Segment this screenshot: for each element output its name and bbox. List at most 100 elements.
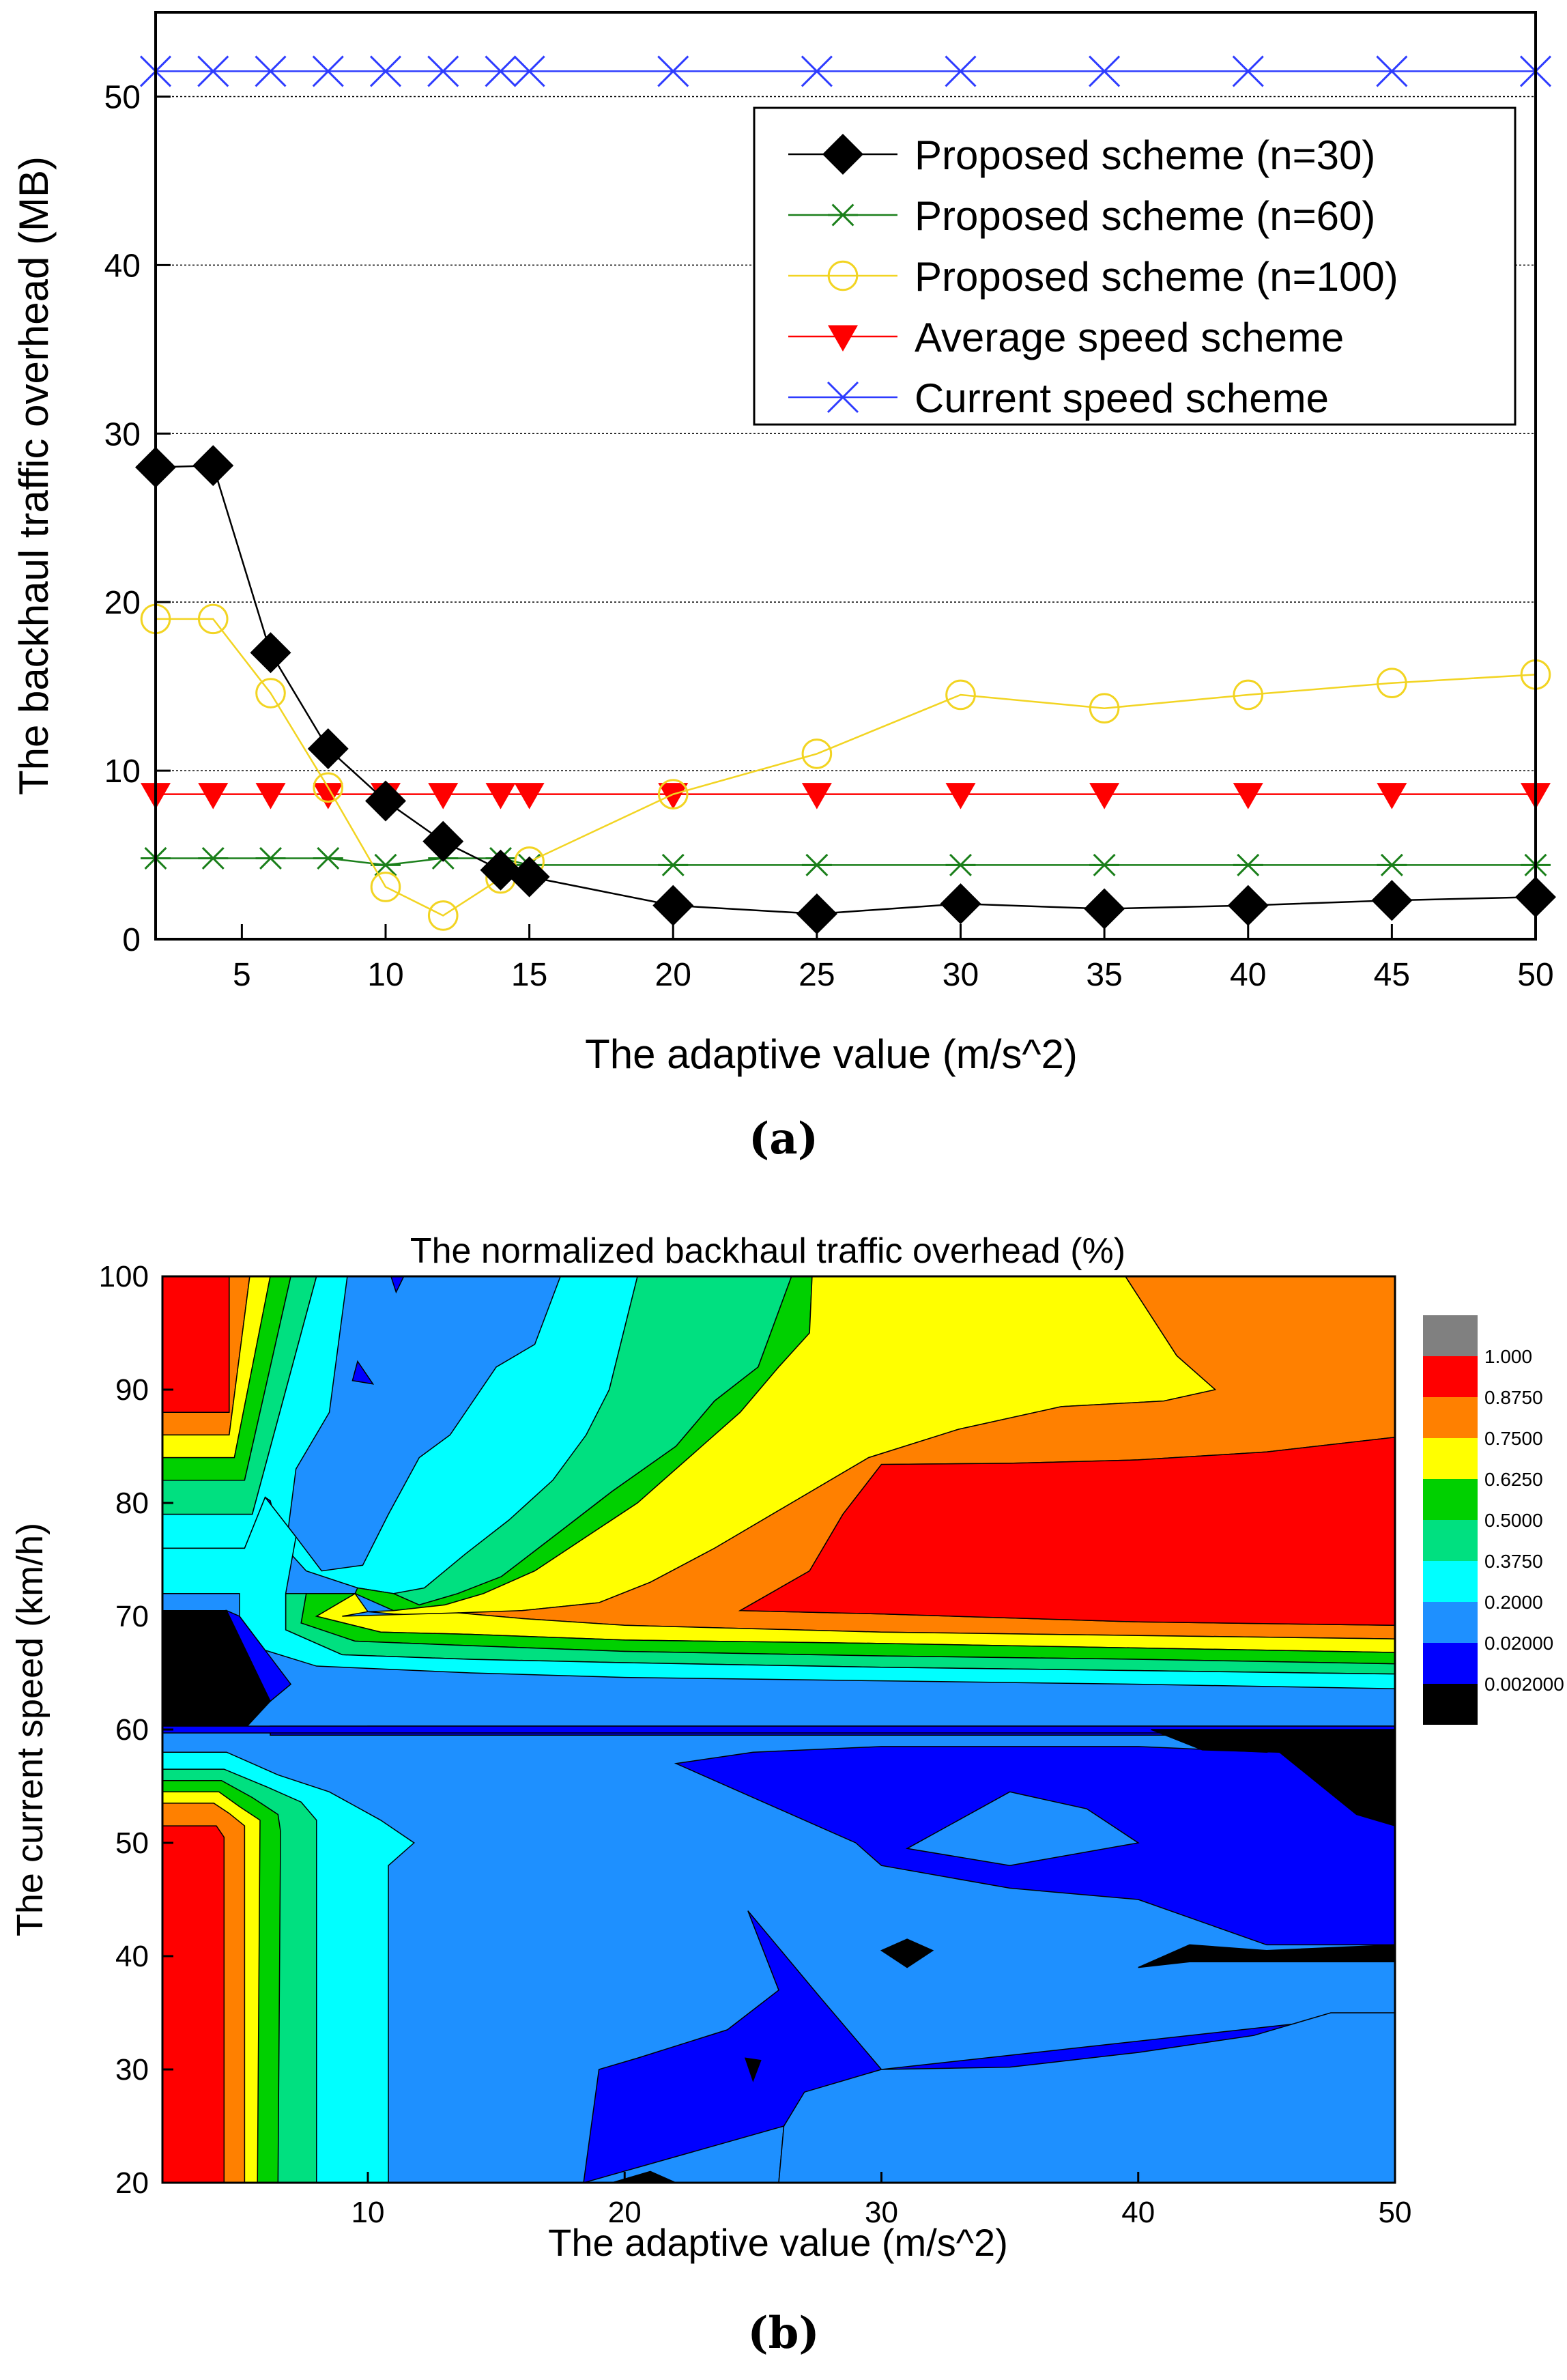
y-tick-label: 40 — [115, 1940, 149, 1973]
data-point — [1227, 885, 1269, 926]
data-point — [255, 783, 286, 809]
y-axis-title: The current speed (km/h) — [10, 1523, 51, 1936]
data-point — [801, 853, 832, 876]
y-tick-label: 20 — [104, 585, 141, 621]
colorbar-swatch — [1423, 1356, 1478, 1397]
legend-entry: Average speed scheme — [788, 315, 1344, 360]
colorbar-label: 0.5000 — [1484, 1510, 1543, 1531]
data-point — [822, 134, 863, 175]
data-point — [255, 847, 286, 870]
data-point — [1232, 55, 1264, 87]
legend-label: Proposed scheme (n=60) — [915, 193, 1375, 239]
data-point — [312, 55, 344, 87]
contour-region — [162, 1276, 291, 1481]
data-point — [198, 847, 229, 870]
data-point — [801, 783, 832, 809]
y-tick-label: 90 — [115, 1373, 149, 1407]
data-point — [828, 203, 858, 227]
series-line — [156, 618, 1536, 917]
y-tick-label: 20 — [115, 2166, 149, 2200]
x-tick-label: 15 — [511, 957, 547, 993]
data-point — [1233, 679, 1264, 711]
y-tick-label: 80 — [115, 1487, 149, 1520]
x-tick-label: 35 — [1086, 957, 1122, 993]
series-layer — [135, 55, 1556, 934]
colorbar-label: 0.002000 — [1484, 1674, 1564, 1695]
x-tick-label: 40 — [1121, 2196, 1155, 2229]
data-point — [827, 260, 859, 291]
data-point — [945, 679, 976, 711]
contour-region — [612, 2170, 676, 2183]
x-tick-label: 10 — [351, 2196, 385, 2229]
chart-title: The normalized backhaul traffic overhead… — [410, 1231, 1125, 1271]
contour-region — [162, 1825, 225, 2183]
data-point — [307, 728, 349, 769]
panel-label: (a) — [749, 1113, 818, 1164]
y-tick-label: 70 — [115, 1600, 149, 1633]
data-point — [652, 885, 694, 926]
data-point — [427, 55, 459, 87]
data-point — [365, 780, 406, 822]
data-point — [313, 783, 343, 809]
contour-region — [162, 1276, 317, 1515]
legend-label: Proposed scheme (n=100) — [915, 254, 1398, 300]
colorbar: 1.000 0.8750 0.7500 0.6250 0.5000 0.3750 0.200… — [1423, 1315, 1564, 1725]
x-tick-label: 30 — [865, 2196, 898, 2229]
colorbar-label: 0.2000 — [1484, 1592, 1543, 1613]
y-tick-label: 60 — [115, 1713, 149, 1747]
contour-region — [162, 1276, 271, 1459]
contour-regions — [162, 1276, 1395, 2183]
contour-region — [880, 1938, 934, 1968]
contour-region — [162, 1276, 250, 1436]
data-point — [828, 325, 858, 352]
y-tick-label: 30 — [115, 2053, 149, 2087]
x-tick-label: 20 — [655, 957, 691, 993]
legend-entry: Proposed scheme (n=100) — [788, 254, 1398, 300]
x-tick-label: 20 — [608, 2196, 642, 2229]
y-tick-label: 50 — [115, 1826, 149, 1860]
contour-region — [744, 2057, 762, 2082]
data-point — [1377, 783, 1407, 809]
panel-label: (b) — [747, 2308, 819, 2359]
data-point — [514, 783, 545, 809]
x-tick-label: 40 — [1230, 957, 1266, 993]
y-tick-label: 100 — [99, 1260, 149, 1293]
data-point — [480, 849, 521, 891]
series-circle — [140, 603, 1551, 931]
contour-region — [351, 1360, 375, 1385]
data-point — [313, 847, 343, 870]
data-point — [427, 900, 459, 931]
data-point — [513, 55, 545, 87]
data-point — [508, 856, 550, 898]
plot-frame — [154, 11, 1537, 941]
colorbar-label: 0.7500 — [1484, 1428, 1543, 1449]
x-tick-label: 25 — [799, 957, 835, 993]
data-point — [485, 783, 516, 809]
y-tick-label: 10 — [104, 754, 141, 790]
y-axis-title: The backhaul traffic overhead (MB) — [11, 156, 57, 795]
legend-entry: Proposed scheme (n=60) — [788, 193, 1375, 239]
contour-region — [162, 1496, 1395, 1689]
data-point — [1084, 888, 1125, 930]
series-line — [156, 857, 1536, 866]
data-point — [945, 853, 976, 876]
x-axis-title: The adaptive value (m/s^2) — [585, 1031, 1078, 1077]
data-point — [197, 603, 229, 635]
contour-region — [738, 1436, 1395, 1626]
legend-entry: Proposed scheme (n=30) — [788, 132, 1375, 178]
data-point — [658, 783, 689, 809]
contour-region — [390, 1276, 405, 1294]
data-point — [1377, 668, 1407, 698]
colorbar-swatch — [1423, 1397, 1478, 1438]
series-triangle-down — [141, 783, 1551, 809]
axis-ticks: 5 10 15 20 25 30 35 40 45 50 0 10 20 30 40 50 — [104, 79, 1554, 993]
data-point — [796, 893, 837, 934]
contour-region — [1138, 1944, 1395, 1968]
data-point — [1089, 693, 1120, 724]
colorbar-swatch — [1423, 1520, 1478, 1561]
data-point — [826, 381, 859, 414]
legend-entry: Current speed scheme — [788, 375, 1329, 421]
colorbar-swatch — [1423, 1438, 1478, 1479]
data-point — [945, 55, 977, 87]
